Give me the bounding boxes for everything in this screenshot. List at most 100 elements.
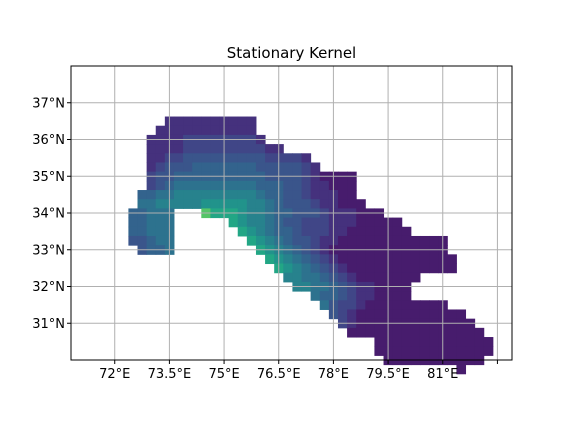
heatmap-cell [265,153,275,163]
heatmap-cell [356,328,366,338]
heatmap-cell [484,337,494,347]
heatmap-cell [247,236,257,246]
heatmap-cell [283,218,293,228]
heatmap-cell [402,328,412,338]
heatmap-cell [356,273,366,283]
heatmap-cell [174,126,184,136]
heatmap-cell [320,236,330,246]
heatmap-cell [411,300,421,310]
heatmap-cell [429,264,439,274]
heatmap-cell [256,227,266,237]
y-tick-label: 37°N [32,96,65,111]
heatmap-cell [311,236,321,246]
heatmap-cell [393,236,403,246]
heatmap-cell [283,190,293,200]
heatmap-cell [393,291,403,301]
heatmap-cell [147,199,157,209]
heatmap-cell [338,181,348,191]
heatmap-cell [238,227,248,237]
y-tick-label: 36°N [32,133,65,148]
heatmap-cell [338,309,348,319]
heatmap-cell [402,291,412,301]
heatmap-cell [292,153,302,163]
heatmap-cell [201,126,211,136]
heatmap-cell [210,144,220,154]
heatmap-cell [156,236,166,246]
heatmap-cell [292,254,302,264]
heatmap-cell [456,337,466,347]
heatmap-cell [411,273,421,283]
heatmap-cell [238,218,248,228]
heatmap-cell [393,328,403,338]
heatmap-cell [411,236,421,246]
heatmap-cell [256,218,266,228]
heatmap-cell [283,273,293,283]
heatmap-cell [210,153,220,163]
x-tick-label: 78°E [318,367,349,382]
heatmap-cell [393,218,403,228]
heatmap-cell [210,181,220,191]
heatmap-cell [347,218,357,228]
heatmap-cell [320,300,330,310]
heatmap-cell [311,181,321,191]
heatmap-cell [302,162,312,172]
heatmap-cell [292,227,302,237]
heatmap-cell [247,126,257,136]
heatmap-cell [429,346,439,356]
heatmap-cell [393,346,403,356]
heatmap-cell [320,227,330,237]
heatmap-cell [229,144,239,154]
heatmap-cell [411,346,421,356]
heatmap-cell [201,117,211,127]
heatmap-cell [475,346,485,356]
heatmap-cell [374,273,384,283]
heatmap-cell [420,264,430,274]
heatmap-cell [338,227,348,237]
heatmap-cell [411,264,421,274]
heatmap-cell [374,337,384,347]
heatmap-cell [138,199,148,209]
heatmap-cell [183,144,193,154]
heatmap-cell [128,227,138,237]
heatmap-cell [347,227,357,237]
heatmap-cell [147,227,157,237]
heatmap-cell [283,227,293,237]
heatmap-cell [420,300,430,310]
heatmap-cell [147,236,157,246]
heatmap-cell [229,190,239,200]
heatmap-cell [447,337,457,347]
heatmap-cell [247,153,257,163]
heatmap-cell [320,264,330,274]
heatmap-cell [374,218,384,228]
heatmap-cell [292,190,302,200]
heatmap-cell [302,227,312,237]
heatmap-cell [393,337,403,347]
heatmap-cell [302,153,312,163]
heatmap-cell [192,181,202,191]
heatmap-cell [283,153,293,163]
heatmap-cell [456,309,466,319]
heatmap-cell [374,328,384,338]
heatmap-cell [283,254,293,264]
heatmap-cell [210,162,220,172]
heatmap-cell [156,199,166,209]
heatmap-cell [311,227,321,237]
heatmap-cell [292,264,302,274]
heatmap-cell [192,153,202,163]
heatmap-cell [138,190,148,200]
heatmap-cell [302,273,312,283]
heatmap-cell [183,153,193,163]
heatmap-cell [429,236,439,246]
heatmap-cell [292,162,302,172]
heatmap-cell [229,126,239,136]
heatmap-cell [183,190,193,200]
heatmap-cell [347,291,357,301]
heatmap-cell [456,346,466,356]
heatmap-cell [247,218,257,228]
heatmap-cell [356,309,366,319]
heatmap-cell [283,181,293,191]
heatmap-cell [320,181,330,191]
heatmap-cell [356,264,366,274]
heatmap-cell [374,254,384,264]
heatmap-cell [429,328,439,338]
